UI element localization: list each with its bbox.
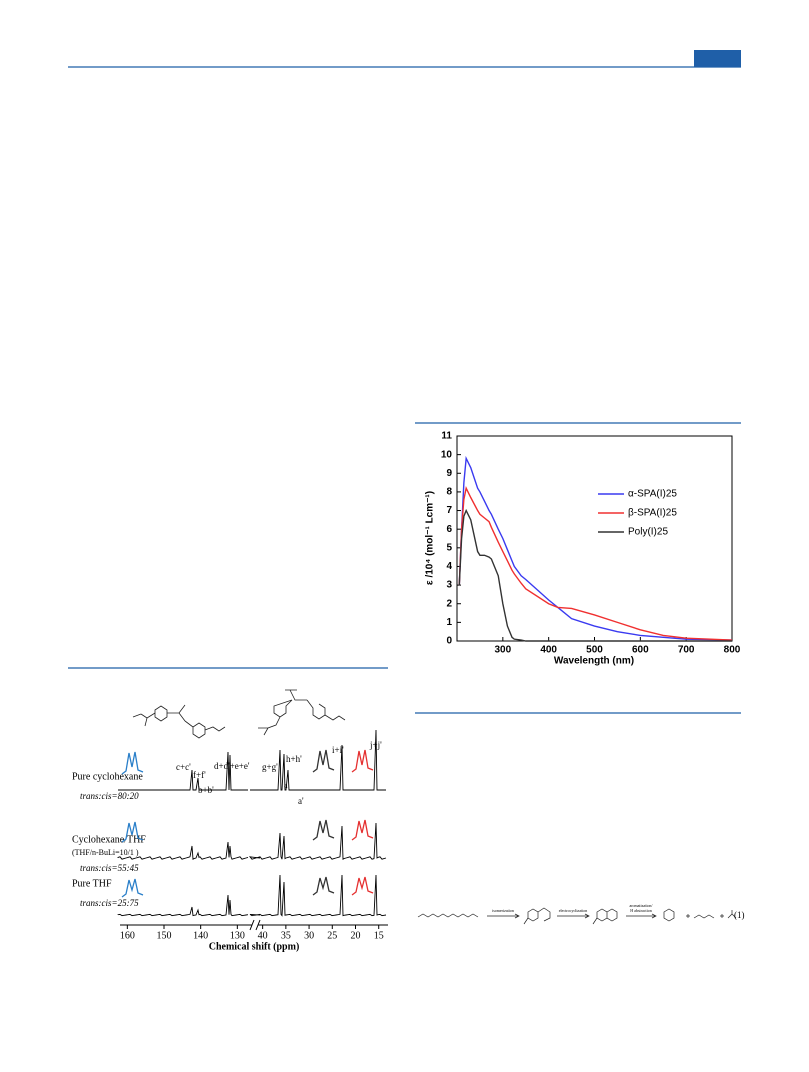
inset-trace xyxy=(312,876,335,896)
peak-label: c+c' xyxy=(176,762,191,772)
peak-label: a' xyxy=(298,796,304,806)
reaction-scheme: isomerization electrocyclization aromati… xyxy=(417,903,745,925)
y-tick-label: 11 xyxy=(441,431,452,442)
y-tick-label: 3 xyxy=(446,580,452,591)
x-tick-label: 35 xyxy=(281,930,291,941)
condition-ratio: trans:cis=55:45 xyxy=(80,863,139,873)
axis-break xyxy=(249,919,261,931)
condition-ratio: trans:cis=80:20 xyxy=(80,791,139,801)
header-badge xyxy=(694,50,741,67)
condition-label: Cyclohexane/THF xyxy=(72,834,146,845)
scheme-step: H abstraction xyxy=(630,908,651,913)
y-tick-label: 10 xyxy=(441,449,453,460)
inset-trace xyxy=(351,819,374,841)
y-tick-label: 5 xyxy=(446,542,452,553)
series-line xyxy=(458,508,732,642)
y-tick-label: 8 xyxy=(446,487,452,498)
inset-trace xyxy=(312,819,335,841)
y-tick-label: 6 xyxy=(446,524,452,535)
x-tick-label: 500 xyxy=(586,645,603,656)
y-tick-label: 1 xyxy=(446,617,452,628)
x-tick-label: 40 xyxy=(258,930,268,941)
inset-trace xyxy=(312,749,335,773)
y-tick-label: 0 xyxy=(446,636,452,647)
y-tick-label: 4 xyxy=(446,561,452,572)
series-line xyxy=(458,486,733,641)
plot-frame xyxy=(456,435,733,642)
condition-ratio: trans:cis=25:75 xyxy=(80,898,139,908)
scheme-step: isomerization xyxy=(492,908,514,913)
uv-chart: Wavelength (nm) ε /10⁴ (mol⁻¹ Lcm⁻¹) 0 1 2… xyxy=(425,431,741,667)
scheme-step: electrocyclization xyxy=(559,908,587,913)
inset-trace xyxy=(351,749,374,773)
nmr-figure: Pure cyclohexane trans:cis=80:20 Cyclohe… xyxy=(72,689,388,952)
x-tick-label: 800 xyxy=(724,645,741,656)
x-tick-label: 25 xyxy=(327,930,337,941)
series-line xyxy=(458,455,733,641)
peak-label: i+i' xyxy=(332,745,344,755)
inset-trace xyxy=(121,821,144,843)
x-tick-label: 400 xyxy=(540,645,557,656)
x-axis-title: Wavelength (nm) xyxy=(554,656,634,667)
peak-label: f+f' xyxy=(193,770,206,780)
spectrum xyxy=(118,729,386,791)
spectrum xyxy=(117,874,387,917)
legend-label: Poly(I)25 xyxy=(628,527,668,538)
x-tick-label: 600 xyxy=(632,645,649,656)
x-tick-label: 150 xyxy=(157,930,172,941)
y-axis-title: ε /10⁴ (mol⁻¹ Lcm⁻¹) xyxy=(425,491,436,585)
inset-trace xyxy=(121,878,144,898)
x-tick-label: 130 xyxy=(230,930,245,941)
inset-trace xyxy=(351,876,374,896)
legend-label: β-SPA(I)25 xyxy=(628,508,677,519)
scheme-structures xyxy=(417,907,737,925)
y-tick-label: 2 xyxy=(446,598,452,609)
peak-label: a xyxy=(284,781,288,790)
peak-label: g+g' xyxy=(262,762,278,772)
x-tick-label: 700 xyxy=(678,645,695,656)
peak-label: h+h' xyxy=(286,754,302,764)
x-tick-label: 140 xyxy=(193,930,208,941)
x-tick-label: 30 xyxy=(304,930,314,941)
y-tick-label: 7 xyxy=(446,505,452,516)
x-tick-label: 300 xyxy=(494,645,511,656)
x-tick-label: 15 xyxy=(374,930,384,941)
scheme-step: aromatization/ xyxy=(629,903,653,908)
condition-label: Pure cyclohexane xyxy=(72,771,143,782)
x-tick-label: 160 xyxy=(120,930,135,941)
spectrum xyxy=(117,822,387,860)
legend-label: α-SPA(I)25 xyxy=(628,489,677,500)
condition-note: (THF/n-BuLi=10/1 ) xyxy=(72,848,139,857)
x-axis-title: Chemical shift (ppm) xyxy=(209,941,300,952)
x-tick-label: 20 xyxy=(351,930,361,941)
inset-trace xyxy=(121,751,144,775)
structure xyxy=(132,689,346,739)
equation-number: (1) xyxy=(734,910,745,920)
y-tick-label: 9 xyxy=(446,468,452,479)
peak-label: d+d'+e+e' xyxy=(214,761,250,771)
condition-label: Pure THF xyxy=(72,878,112,889)
